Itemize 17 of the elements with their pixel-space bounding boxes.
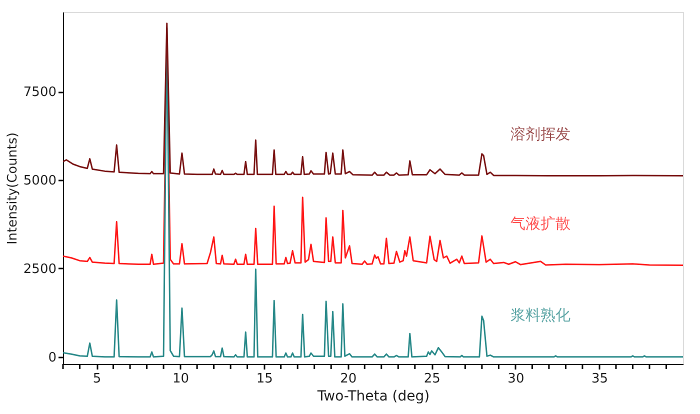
series-label: 溶剂挥发 [510, 124, 570, 143]
series-label: 浆料熟化 [510, 306, 570, 324]
x-tick-label: 30 [508, 372, 524, 386]
y-tick-label: 7500 [23, 85, 56, 100]
x-tick-label: 15 [256, 372, 273, 386]
x-tick-label: 5 [92, 372, 102, 386]
x-tick-label: 10 [172, 372, 190, 386]
line-series [63, 22, 683, 177]
y-axis-title: Intensity(Counts) [5, 132, 20, 245]
x-tick-label: 20 [340, 372, 357, 386]
series-label: 气液扩散 [510, 214, 570, 232]
y-tick-label: 0 [48, 350, 56, 366]
x-tick-label: 35 [591, 372, 608, 386]
y-tick-label: 2500 [23, 262, 56, 277]
y-tick-label: 5000 [23, 174, 56, 189]
x-axis-title: Two-Theta (deg) [316, 388, 430, 404]
x-tick-label: 25 [424, 372, 440, 386]
